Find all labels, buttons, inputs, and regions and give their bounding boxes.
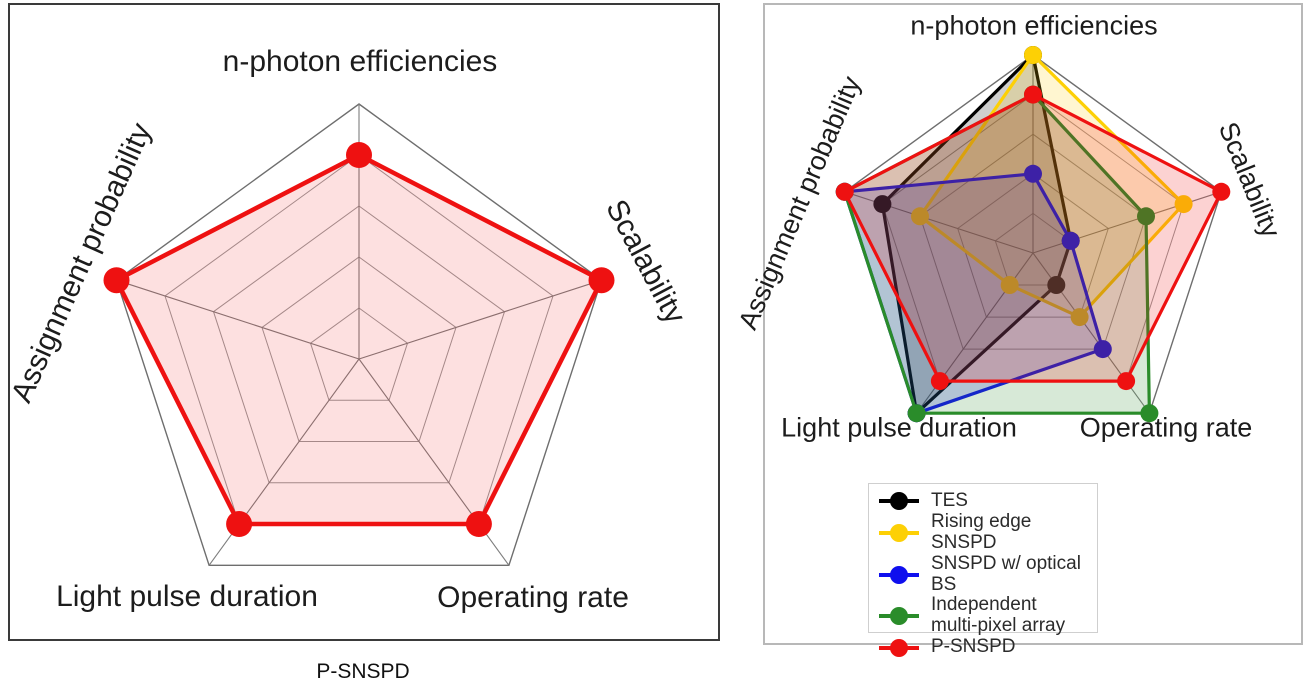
legend-label: P-SNSPD [931, 636, 1016, 658]
legend-marker-icon [879, 492, 919, 511]
legend-item-tes: TES [879, 490, 1087, 512]
legend-marker-icon [879, 565, 919, 584]
legend-marker-icon [879, 607, 919, 626]
legend-label: Independent multi-pixel array [931, 594, 1066, 637]
legend-label: SNSPD w/ optical BS [931, 552, 1081, 595]
radar-chart-single-psnspd [103, 103, 615, 566]
legend-marker-icon [879, 638, 919, 657]
axis-label-operating-rate: Operating rate [437, 581, 629, 614]
legend-label: Rising edge SNSPD [931, 510, 1032, 553]
legend-item-independent-multi-pixel-array: Independent multi-pixel array [879, 595, 1087, 637]
legend-item-p-snspd: P-SNSPD [879, 636, 1087, 658]
left-chart-panel [8, 3, 720, 641]
axis-label-light-pulse-duration: Light pulse duration [56, 580, 318, 613]
legend-item-rising-edge-snspd: Rising edge SNSPD [879, 510, 1087, 554]
axis-label-n-photon-efficiencies: n-photon efficiencies [910, 10, 1158, 41]
left-chart-caption: P-SNSPD [316, 660, 410, 683]
legend-marker-icon [879, 523, 919, 542]
legend-item-snspd-optical-bs: SNSPD w/ optical BS [879, 552, 1087, 596]
radar-chart-comparison [835, 46, 1231, 423]
axis-label-light-pulse-duration: Light pulse duration [781, 412, 1017, 443]
legend-label: TES [931, 490, 968, 511]
legend: TES Rising edge SNSPD SNSPD w/ optical B… [868, 483, 1098, 657]
axis-label-operating-rate: Operating rate [1079, 412, 1253, 443]
axis-label-n-photon-efficiencies: n-photon efficiencies [222, 45, 498, 78]
